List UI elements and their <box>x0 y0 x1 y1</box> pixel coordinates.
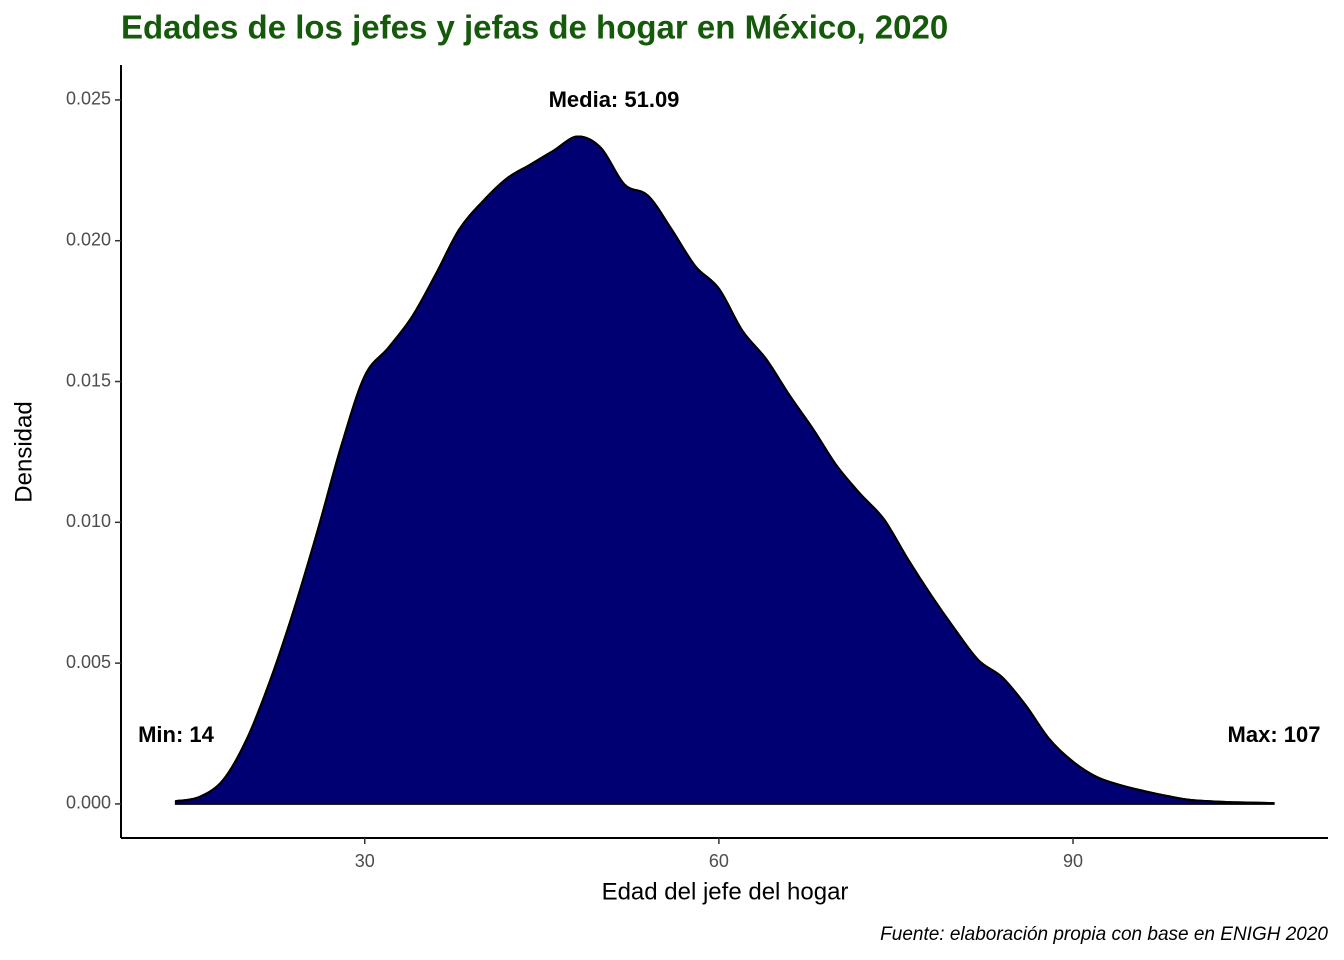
y-tick-label: 0.000 <box>66 793 111 813</box>
x-tick-label: 60 <box>709 851 729 871</box>
density-line <box>175 135 1274 805</box>
area-fill <box>174 135 1275 805</box>
x-tick-label: 90 <box>1063 851 1083 871</box>
y-tick-label: 0.010 <box>66 511 111 531</box>
y-tick-label: 0.025 <box>66 89 111 109</box>
x-tick-label: 30 <box>355 851 375 871</box>
chart-title: Edades de los jefes y jefas de hogar en … <box>121 9 948 46</box>
y-axis-label: Densidad <box>10 401 37 502</box>
annotation: Max: 107 <box>1228 722 1321 747</box>
caption: Fuente: elaboración propia con base en E… <box>880 924 1328 945</box>
annotation: Min: 14 <box>138 722 215 747</box>
x-axis-label: Edad del jefe del hogar <box>602 878 849 905</box>
y-tick-label: 0.015 <box>66 370 111 390</box>
annotation: Media: 51.09 <box>549 87 680 112</box>
y-tick-label: 0.005 <box>66 652 111 672</box>
y-tick-label: 0.020 <box>66 229 111 249</box>
